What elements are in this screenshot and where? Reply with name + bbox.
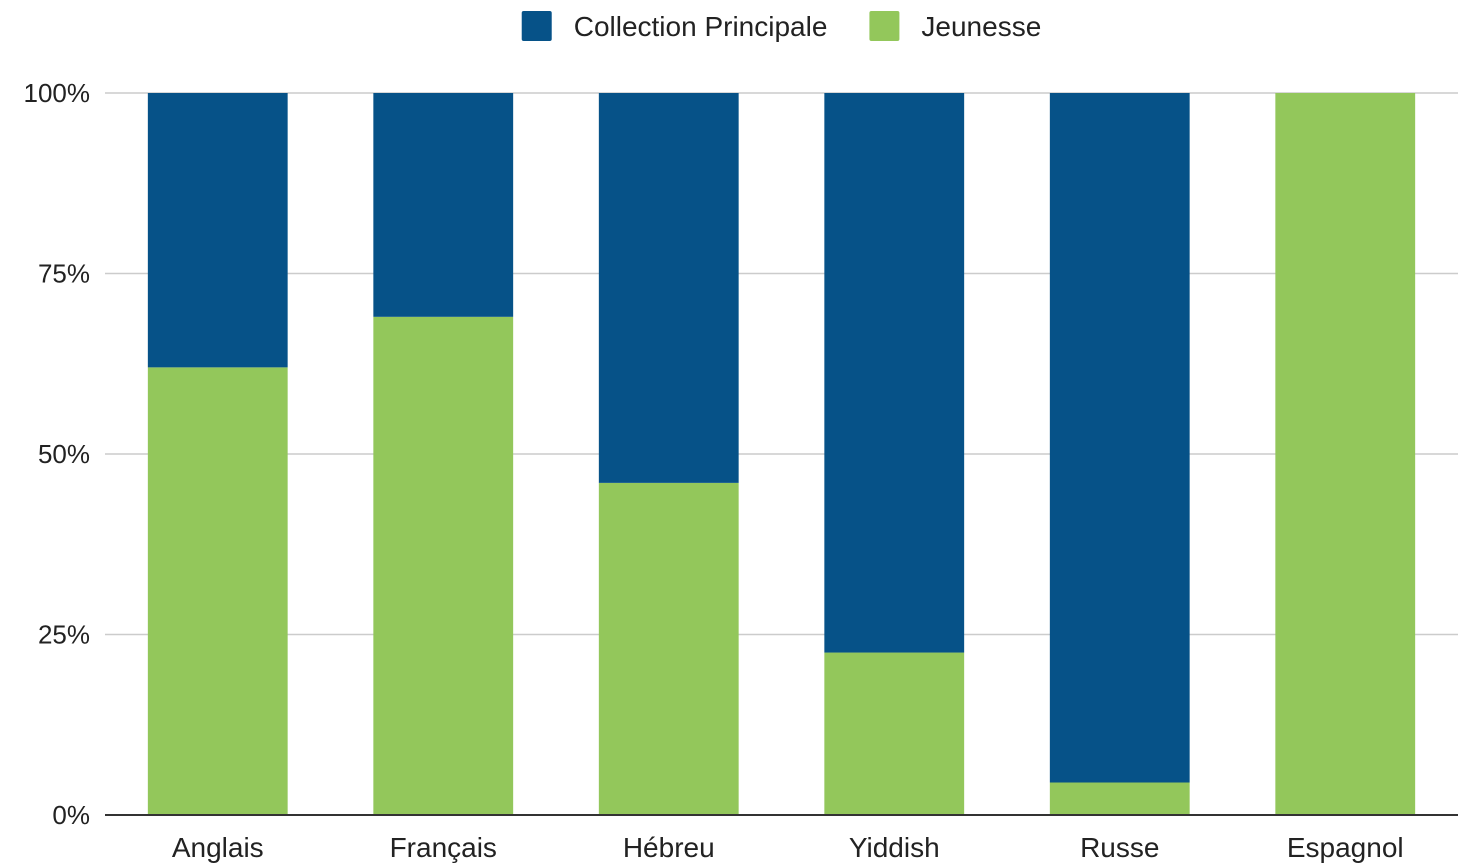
x-category-label: Russe [1080,832,1159,863]
legend-label: Collection Principale [574,11,828,42]
y-tick-label: 0% [52,800,90,830]
legend-swatch-collection-principale [521,11,552,41]
x-category-label: Français [390,832,497,863]
legend: Collection Principale Jeunesse [521,11,1041,42]
bar-collection-principale [147,93,288,368]
legend-swatch-jeunesse [869,11,900,41]
x-category-label: Hébreu [623,832,715,863]
legend-label: Jeunesse [921,11,1041,42]
bars [147,93,1416,815]
x-category-label: Espagnol [1287,832,1404,863]
bar-jeunesse [824,652,965,815]
x-category-label: Anglais [172,832,264,863]
x-category-label: Yiddish [849,832,940,863]
y-tick-label: 25% [38,620,90,650]
y-tick-label: 50% [38,439,90,469]
x-axis-category-labels: Anglais Français Hébreu Yiddish Russe Espagno… [172,832,1404,863]
bar-jeunesse [1275,93,1416,815]
y-axis-tick-labels: 0% 25% 50% 75% 100% [24,78,91,830]
gridlines [105,92,1458,636]
y-tick-label: 75% [38,259,90,289]
bar-collection-principale [824,93,965,653]
bar-jeunesse [1049,782,1190,815]
y-tick-label: 100% [24,78,91,108]
bar-collection-principale [373,93,514,317]
bar-collection-principale [1049,93,1190,783]
bar-jeunesse [147,367,288,815]
bar-jeunesse [598,482,739,815]
bar-collection-principale [598,93,739,483]
bar-jeunesse [373,316,514,815]
